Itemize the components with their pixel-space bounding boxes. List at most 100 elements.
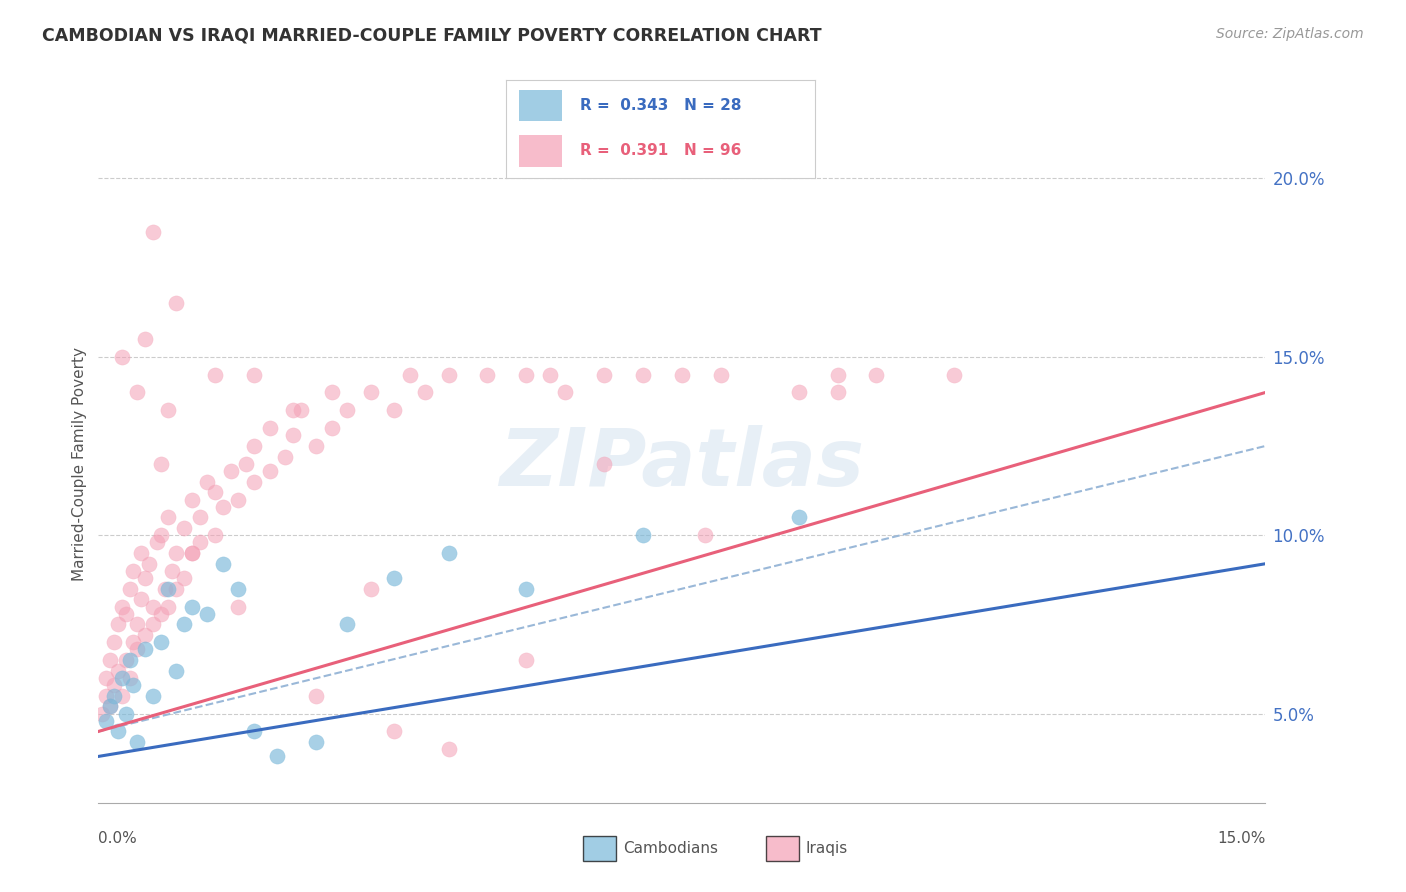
Text: Source: ZipAtlas.com: Source: ZipAtlas.com bbox=[1216, 27, 1364, 41]
Text: Cambodians: Cambodians bbox=[623, 841, 718, 855]
Point bbox=[631, 528, 654, 542]
Point bbox=[122, 564, 145, 578]
Text: 15.0%: 15.0% bbox=[1218, 831, 1265, 847]
Point bbox=[129, 546, 152, 560]
Point bbox=[103, 635, 125, 649]
Point bbox=[593, 368, 616, 382]
Point bbox=[127, 617, 149, 632]
Point bbox=[165, 546, 187, 560]
Point bbox=[142, 689, 165, 703]
Point bbox=[165, 296, 187, 310]
Point bbox=[195, 607, 218, 621]
Point bbox=[554, 385, 576, 400]
Point bbox=[336, 403, 359, 417]
Point bbox=[943, 368, 966, 382]
Point bbox=[219, 464, 242, 478]
Bar bbox=[519, 136, 562, 167]
Point bbox=[671, 368, 693, 382]
Point bbox=[695, 528, 717, 542]
Point bbox=[305, 689, 328, 703]
Point bbox=[129, 592, 152, 607]
Point bbox=[631, 368, 654, 382]
Point bbox=[149, 457, 172, 471]
Point bbox=[228, 599, 250, 614]
Point bbox=[122, 635, 145, 649]
Point bbox=[91, 706, 114, 721]
Point bbox=[477, 368, 499, 382]
Text: R =  0.391   N = 96: R = 0.391 N = 96 bbox=[581, 144, 742, 159]
Point bbox=[114, 607, 136, 621]
Point bbox=[107, 724, 129, 739]
Point bbox=[162, 564, 184, 578]
Point bbox=[157, 403, 180, 417]
Point bbox=[118, 582, 141, 596]
Point bbox=[180, 492, 202, 507]
Point bbox=[122, 678, 145, 692]
Point bbox=[114, 653, 136, 667]
Point bbox=[382, 724, 405, 739]
Point bbox=[165, 664, 187, 678]
Point bbox=[710, 368, 733, 382]
Point bbox=[96, 671, 118, 685]
Point bbox=[321, 421, 343, 435]
Point bbox=[188, 510, 211, 524]
Point bbox=[107, 664, 129, 678]
Point bbox=[173, 617, 195, 632]
Point bbox=[281, 403, 304, 417]
Point bbox=[437, 368, 460, 382]
Point bbox=[157, 599, 180, 614]
Point bbox=[382, 571, 405, 585]
Point bbox=[204, 485, 226, 500]
Point bbox=[180, 546, 202, 560]
Text: R =  0.343   N = 28: R = 0.343 N = 28 bbox=[581, 98, 742, 113]
Point bbox=[827, 368, 849, 382]
Point bbox=[98, 699, 121, 714]
Point bbox=[413, 385, 436, 400]
Point bbox=[111, 671, 134, 685]
Point bbox=[787, 510, 810, 524]
Point bbox=[259, 464, 281, 478]
Point bbox=[114, 706, 136, 721]
Point bbox=[96, 689, 118, 703]
Point bbox=[157, 582, 180, 596]
Point bbox=[305, 439, 328, 453]
Point bbox=[515, 368, 537, 382]
Point bbox=[134, 642, 156, 657]
Point bbox=[398, 368, 420, 382]
Point bbox=[149, 528, 172, 542]
Point bbox=[515, 653, 537, 667]
Point bbox=[96, 714, 118, 728]
Point bbox=[142, 599, 165, 614]
Point bbox=[188, 535, 211, 549]
Point bbox=[149, 635, 172, 649]
Point bbox=[127, 735, 149, 749]
Point bbox=[281, 428, 304, 442]
Point bbox=[787, 385, 810, 400]
Point bbox=[305, 735, 328, 749]
Point bbox=[204, 528, 226, 542]
Point bbox=[134, 571, 156, 585]
Point bbox=[180, 546, 202, 560]
Point bbox=[538, 368, 561, 382]
Point bbox=[103, 678, 125, 692]
Point bbox=[290, 403, 312, 417]
Point bbox=[515, 582, 537, 596]
Point bbox=[235, 457, 257, 471]
Point bbox=[153, 582, 176, 596]
Point bbox=[146, 535, 169, 549]
Point bbox=[336, 617, 359, 632]
Text: ZIPatlas: ZIPatlas bbox=[499, 425, 865, 503]
Y-axis label: Married-Couple Family Poverty: Married-Couple Family Poverty bbox=[72, 347, 87, 581]
Point bbox=[173, 571, 195, 585]
Point bbox=[437, 742, 460, 756]
Point bbox=[360, 385, 382, 400]
Point bbox=[98, 653, 121, 667]
Point bbox=[266, 749, 288, 764]
Point bbox=[437, 546, 460, 560]
Point bbox=[165, 582, 187, 596]
Point bbox=[180, 599, 202, 614]
Point bbox=[865, 368, 887, 382]
Point bbox=[360, 582, 382, 596]
Point bbox=[107, 617, 129, 632]
Point bbox=[111, 350, 134, 364]
